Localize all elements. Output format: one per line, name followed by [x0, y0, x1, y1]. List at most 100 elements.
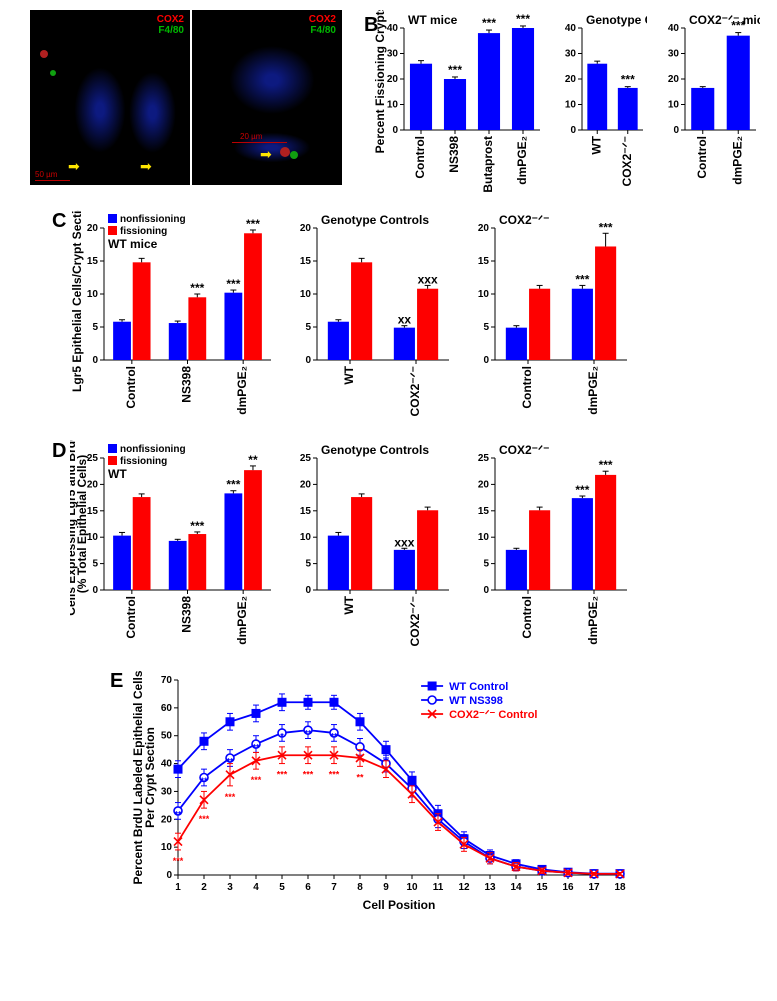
svg-text:15: 15: [536, 882, 548, 893]
svg-text:Control: Control: [520, 366, 534, 409]
svg-text:18: 18: [614, 882, 626, 893]
svg-text:WT mice: WT mice: [408, 13, 458, 27]
scale-label: 50 µm: [35, 170, 57, 179]
arrow-icon: ➡: [68, 158, 80, 175]
svg-text:**: **: [252, 742, 260, 752]
svg-text:10: 10: [478, 532, 490, 543]
svg-text:40: 40: [161, 759, 173, 770]
svg-text:30: 30: [668, 49, 680, 60]
panel-d-charts: 0510152025Cells Expressing Lgr5 and BrdU…: [70, 440, 631, 655]
svg-text:10: 10: [406, 882, 418, 893]
panel-label-d: D: [52, 440, 66, 463]
svg-text:10: 10: [87, 289, 99, 300]
svg-text:***: ***: [303, 770, 314, 780]
svg-text:9: 9: [383, 882, 389, 893]
svg-text:WT mice: WT mice: [108, 237, 158, 251]
svg-text:14: 14: [510, 882, 522, 893]
svg-text:***: ***: [482, 16, 496, 30]
svg-text:COX2⁻ᐟ⁻: COX2⁻ᐟ⁻: [499, 443, 549, 457]
svg-text:***: ***: [329, 770, 340, 780]
svg-text:20: 20: [87, 223, 99, 234]
svg-text:0: 0: [305, 585, 311, 596]
svg-text:***: ***: [226, 478, 240, 492]
svg-text:COX2⁻ᐟ⁻ mice: COX2⁻ᐟ⁻ mice: [689, 13, 760, 27]
svg-text:30: 30: [161, 786, 173, 797]
svg-text:30: 30: [565, 49, 577, 60]
svg-text:fissioning: fissioning: [120, 226, 167, 237]
svg-text:***: ***: [251, 775, 262, 785]
svg-text:**: **: [330, 731, 338, 741]
svg-text:dmPGE₂: dmPGE₂: [586, 366, 600, 415]
panel-label-c: C: [52, 210, 66, 233]
svg-text:**: **: [174, 809, 182, 819]
svg-text:***: ***: [448, 63, 462, 77]
svg-text:***: ***: [190, 281, 204, 295]
svg-text:nonfissioning: nonfissioning: [120, 214, 186, 225]
svg-text:6: 6: [305, 882, 311, 893]
svg-text:12: 12: [458, 882, 470, 893]
svg-text:15: 15: [300, 506, 312, 517]
svg-text:Butaprost: Butaprost: [481, 136, 495, 193]
svg-text:***: ***: [516, 12, 530, 26]
svg-text:**: **: [304, 729, 312, 739]
micro-legend: COX2 F4/80: [309, 14, 336, 36]
svg-text:0: 0: [305, 355, 311, 366]
svg-text:***: ***: [173, 856, 184, 866]
svg-text:11: 11: [433, 882, 444, 893]
svg-text:Genotype Controls: Genotype Controls: [586, 13, 647, 27]
svg-text:2: 2: [201, 882, 207, 893]
svg-text:20: 20: [300, 223, 312, 234]
svg-text:***: ***: [190, 519, 204, 533]
svg-text:4: 4: [253, 882, 259, 893]
svg-text:WT: WT: [108, 467, 127, 481]
svg-text:xxx: xxx: [394, 535, 414, 549]
svg-text:20: 20: [565, 74, 577, 85]
svg-text:7: 7: [331, 882, 337, 893]
legend-f480: F4/80: [309, 25, 336, 36]
svg-text:0: 0: [92, 585, 98, 596]
svg-text:COX2⁻ᐟ⁻: COX2⁻ᐟ⁻: [499, 213, 549, 227]
svg-text:15: 15: [300, 256, 312, 267]
svg-text:5: 5: [92, 322, 98, 333]
svg-text:5: 5: [279, 882, 285, 893]
svg-text:COX2⁻ᐟ⁻: COX2⁻ᐟ⁻: [620, 136, 634, 186]
figure: A B COX2 F4/80 ➡ ➡ 50 µm COX2 F4/80 ➡ 20…: [10, 10, 767, 920]
svg-text:0: 0: [92, 355, 98, 366]
svg-text:***: ***: [225, 792, 236, 802]
svg-text:20: 20: [161, 814, 173, 825]
svg-text:40: 40: [668, 23, 680, 34]
svg-text:20: 20: [478, 223, 490, 234]
svg-text:WT: WT: [342, 365, 356, 384]
svg-text:NS398: NS398: [447, 136, 461, 173]
svg-text:30: 30: [387, 49, 399, 60]
panel-label-b: B: [364, 14, 378, 37]
panel-c-charts: 05101520Lgr5 Epithelial Cells/Crypt Sect…: [70, 210, 631, 425]
svg-text:COX2⁻ᐟ⁻: COX2⁻ᐟ⁻: [408, 366, 422, 416]
svg-text:Per Crypt Section: Per Crypt Section: [143, 727, 157, 828]
svg-text:20: 20: [387, 74, 399, 85]
svg-text:10: 10: [387, 100, 399, 111]
svg-text:Genotype Controls: Genotype Controls: [321, 443, 429, 457]
svg-text:10: 10: [565, 100, 577, 111]
svg-text:10: 10: [300, 532, 312, 543]
micrograph-1: COX2 F4/80 ➡ ➡ 50 µm: [30, 10, 190, 185]
svg-text:***: ***: [246, 217, 260, 231]
svg-text:WT: WT: [589, 135, 603, 154]
svg-text:*: *: [280, 731, 284, 741]
svg-text:70: 70: [161, 675, 173, 686]
svg-text:***: ***: [199, 814, 210, 824]
svg-text:WT: WT: [342, 595, 356, 614]
svg-text:***: ***: [575, 483, 589, 497]
svg-text:15: 15: [478, 256, 490, 267]
svg-text:WT NS398: WT NS398: [449, 695, 503, 707]
legend-cox2: COX2: [157, 14, 184, 25]
svg-text:15: 15: [87, 256, 99, 267]
svg-text:0: 0: [673, 125, 679, 136]
svg-text:16: 16: [562, 882, 574, 893]
svg-text:15: 15: [478, 506, 490, 517]
svg-text:**: **: [356, 772, 364, 782]
svg-text:dmPGE₂: dmPGE₂: [730, 136, 744, 185]
svg-text:***: ***: [575, 272, 589, 286]
svg-text:5: 5: [483, 322, 489, 333]
svg-text:5: 5: [305, 559, 311, 570]
